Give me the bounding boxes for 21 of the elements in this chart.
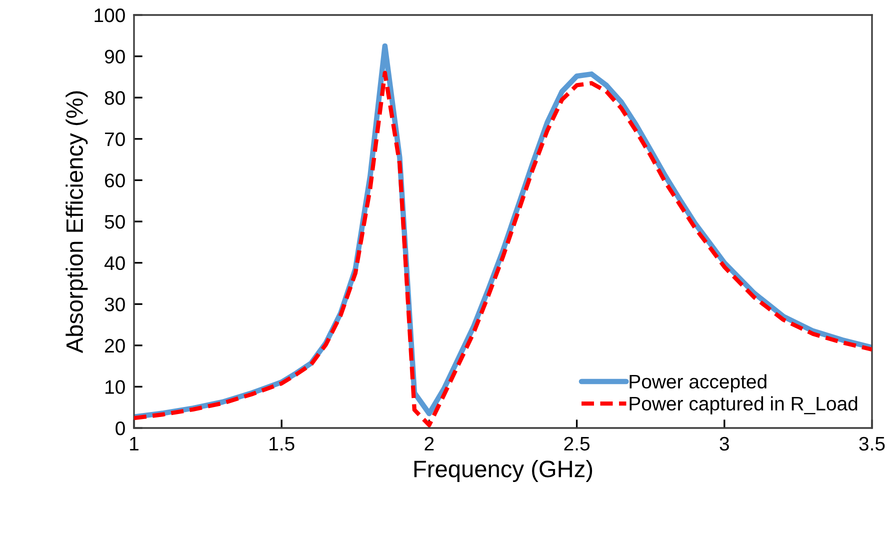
y-tick-label: 60	[105, 174, 125, 188]
y-tick-label: 0	[116, 421, 125, 436]
x-tick-label: 2.5	[564, 436, 590, 451]
legend-label: Power captured in R_Load	[630, 396, 858, 414]
x-tick-label: 1.5	[270, 437, 294, 451]
y-tick-label: 90	[104, 50, 125, 64]
y-tick-label: 20	[105, 338, 125, 353]
x-tick-label: 1	[130, 437, 138, 450]
y-axis-title: Absorption Efficiency (%)	[66, 91, 88, 354]
y-tick-label: 50	[104, 214, 125, 229]
x-axis-title: Frequency (GHz)	[414, 460, 592, 482]
y-tick-label: 70	[105, 132, 125, 146]
y-tick-label: 30	[104, 298, 125, 312]
legend-label: Power accepted	[630, 374, 766, 392]
x-tick-label: 3	[720, 436, 729, 451]
y-tick-label: 80	[104, 91, 125, 105]
y-tick-label: 100	[94, 8, 125, 22]
y-tick-label: 40	[104, 256, 125, 270]
x-tick-label: 2	[424, 436, 434, 450]
x-tick-label: 3.5	[859, 436, 885, 451]
y-tick-label: 10	[106, 380, 125, 394]
